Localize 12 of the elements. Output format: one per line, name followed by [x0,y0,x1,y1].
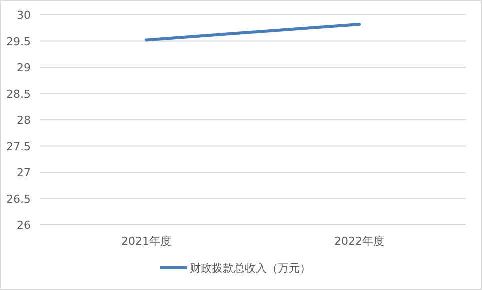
y-tick-label: 27.5 [6,140,31,154]
legend-label: 财政拨款总收入（万元） [190,262,311,275]
x-tick-label: 2022年度 [334,235,384,248]
x-tick-label: 2021年度 [122,235,172,248]
y-tick-label: 29 [17,62,31,74]
y-tick-label: 26 [17,219,31,232]
y-tick-label: 28 [17,114,31,127]
y-tick-label: 29.5 [6,35,31,48]
y-tick-label: 28.5 [6,88,31,101]
y-tick-label: 30 [17,9,31,22]
y-tick-label: 26.5 [6,192,31,206]
y-tick-label: 27 [17,166,31,180]
